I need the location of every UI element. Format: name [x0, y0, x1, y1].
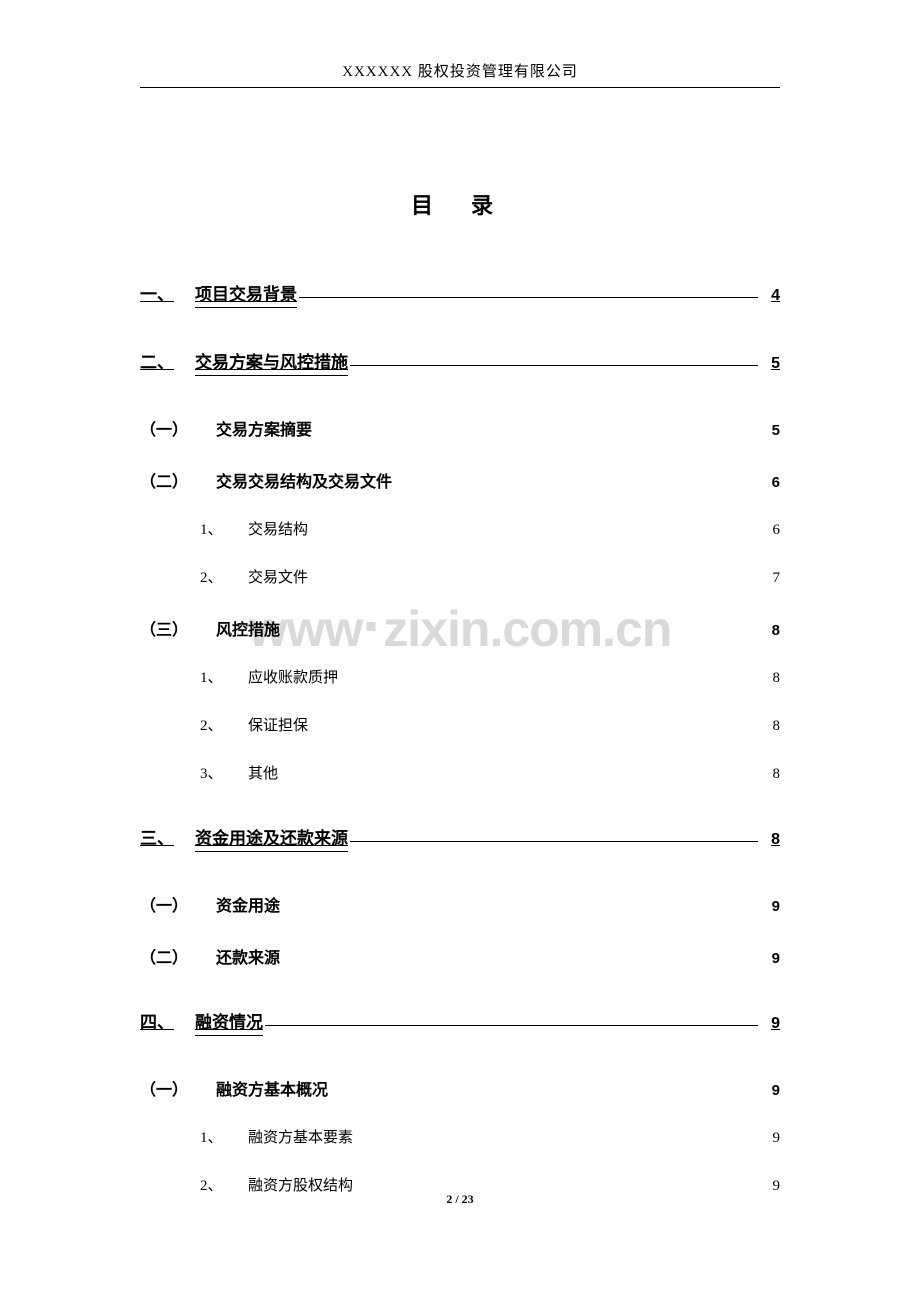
toc-entry-label: 资金用途及还款来源 [195, 824, 348, 852]
toc-entry: （二）还款来源 9 [140, 944, 780, 980]
toc-entry: （一）融资方基本概况 9 [140, 1076, 780, 1112]
toc-entry-number: （一） [140, 416, 216, 440]
toc-entry-number: 二、 [140, 348, 195, 373]
toc-entry-page: 4 [760, 287, 780, 305]
toc-entry-number: 2、 [200, 714, 248, 735]
toc-entry-label: 融资方基本要素 [248, 1126, 353, 1147]
toc-entry-label: 交易结构 [248, 518, 308, 539]
toc-entry-page: 9 [760, 1130, 780, 1147]
toc-entry: 2、保证担保 8 [140, 714, 780, 748]
toc-leader-line [350, 841, 758, 842]
toc-entry: 2、交易文件 7 [140, 566, 780, 600]
toc-entry: 1、应收账款质押 8 [140, 666, 780, 700]
toc-entry: 二、交易方案与风控措施 5 [140, 348, 780, 388]
toc-entry-label: 交易文件 [248, 566, 308, 587]
toc-leader-line [265, 1025, 758, 1026]
toc-entry-page: 5 [760, 355, 780, 373]
toc-entry-number: （二） [140, 468, 216, 492]
toc-entry-label: 资金用途 [216, 892, 280, 916]
company-header: XXXXXX 股权投资管理有限公司 [140, 60, 780, 88]
toc-entry-page: 6 [760, 474, 780, 491]
toc-entry-number: （二） [140, 944, 216, 968]
toc-entry: 3、其他 8 [140, 762, 780, 796]
toc-entry-page: 6 [760, 522, 780, 539]
toc-entry: （一）交易方案摘要 5 [140, 416, 780, 452]
toc-entry: 2、融资方股权结构 9 [140, 1174, 780, 1208]
toc-entry-label: 风控措施 [216, 616, 280, 640]
toc-entry-label: 还款来源 [216, 944, 280, 968]
toc-title: 目 录 [140, 188, 780, 220]
toc-entry: 1、交易结构 6 [140, 518, 780, 552]
toc-entry-page: 8 [760, 766, 780, 783]
toc-entry-number: 三、 [140, 824, 195, 849]
toc-entry-number: 1、 [200, 666, 248, 687]
toc-entry: （一）资金用途 9 [140, 892, 780, 928]
toc-entry-number: （三） [140, 616, 216, 640]
toc-entry-number: （一） [140, 892, 216, 916]
toc-entry-number: 1、 [200, 1126, 248, 1147]
toc-entry: 1、融资方基本要素 9 [140, 1126, 780, 1160]
toc-entry-label: 保证担保 [248, 714, 308, 735]
toc-entry-label: 融资方股权结构 [248, 1174, 353, 1195]
toc-entry-label: 应收账款质押 [248, 666, 338, 687]
toc-entry-number: 3、 [200, 762, 248, 783]
toc-entry-label: 项目交易背景 [195, 280, 297, 308]
toc-entry-number: 2、 [200, 566, 248, 587]
toc-container: 一、项目交易背景4二、交易方案与风控措施5（一）交易方案摘要5（二）交易交易结构… [140, 280, 780, 1208]
toc-entry-page: 9 [760, 1082, 780, 1099]
toc-entry-page: 7 [760, 570, 780, 587]
toc-entry-number: 四、 [140, 1008, 195, 1033]
toc-leader-line [299, 297, 758, 298]
toc-entry: 一、项目交易背景 4 [140, 280, 780, 320]
toc-entry-number: 1、 [200, 518, 248, 539]
toc-entry-page: 8 [760, 831, 780, 849]
toc-entry: 三、资金用途及还款来源 8 [140, 824, 780, 864]
toc-entry-page: 8 [760, 718, 780, 735]
toc-entry-number: （一） [140, 1076, 216, 1100]
toc-entry: （三）风控措施 8 [140, 616, 780, 652]
toc-entry-label: 其他 [248, 762, 278, 783]
toc-leader-line [350, 365, 758, 366]
toc-entry-label: 交易交易结构及交易文件 [216, 468, 392, 492]
toc-entry-label: 融资方基本概况 [216, 1076, 328, 1100]
toc-entry-page: 9 [760, 1015, 780, 1033]
toc-entry-page: 5 [760, 422, 780, 439]
toc-entry-label: 融资情况 [195, 1008, 263, 1036]
toc-entry-number: 2、 [200, 1174, 248, 1195]
toc-entry-page: 9 [760, 950, 780, 967]
toc-entry-page: 9 [760, 1178, 780, 1195]
toc-entry-page: 9 [760, 898, 780, 915]
toc-entry-label: 交易方案与风控措施 [195, 348, 348, 376]
toc-entry: （二）交易交易结构及交易文件 6 [140, 468, 780, 504]
toc-entry-page: 8 [760, 622, 780, 639]
toc-entry-label: 交易方案摘要 [216, 416, 312, 440]
toc-entry: 四、融资情况 9 [140, 1008, 780, 1048]
toc-entry-number: 一、 [140, 280, 195, 305]
toc-entry-page: 8 [760, 670, 780, 687]
